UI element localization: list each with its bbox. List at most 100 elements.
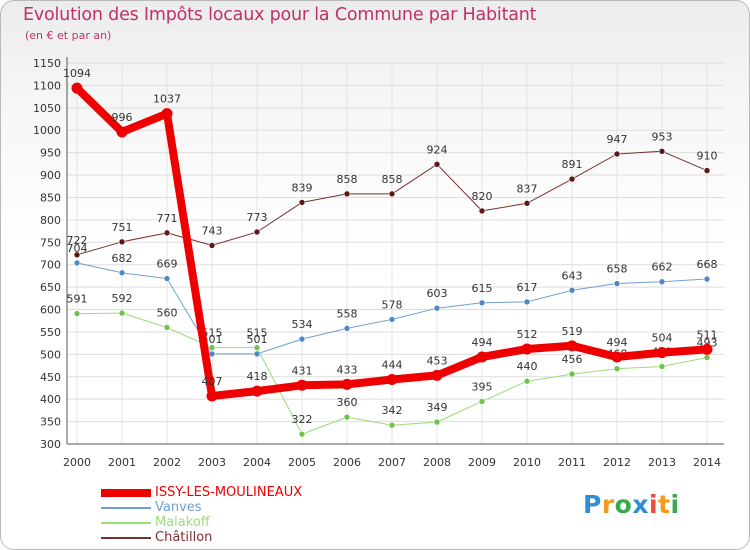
y-tick-label: 950 [40, 147, 61, 160]
logo-letter: t [658, 490, 671, 519]
data-point [478, 207, 486, 215]
data-point [73, 310, 81, 317]
data-label: 511 [697, 328, 718, 341]
data-point [343, 190, 351, 198]
data-label: 342 [382, 404, 403, 417]
x-tick-label: 2013 [648, 456, 676, 469]
data-point [388, 190, 396, 198]
data-label: 433 [337, 363, 358, 376]
data-label: 858 [382, 173, 403, 186]
data-point [73, 259, 81, 267]
legend-label-malakoff: Malakoff [155, 515, 210, 530]
data-point [163, 324, 171, 331]
legend-swatch-vanves [101, 507, 151, 509]
data-point [253, 228, 261, 236]
data-point [703, 167, 711, 174]
data-point [386, 373, 398, 385]
y-tick-label: 1050 [33, 102, 61, 115]
chart-subtitle: (en € et par an) [25, 29, 112, 42]
data-point [251, 385, 263, 397]
data-label: 322 [292, 413, 313, 426]
data-point [433, 418, 441, 426]
data-label: 558 [337, 307, 358, 320]
data-point [613, 280, 621, 287]
data-label: 751 [112, 221, 133, 234]
data-label: 440 [517, 360, 538, 373]
data-point [476, 351, 488, 363]
logo-letter: P [583, 490, 602, 519]
data-label: 658 [607, 263, 628, 276]
legend-swatch-chatillon [101, 537, 151, 539]
data-point [568, 286, 576, 294]
data-label: 773 [247, 211, 268, 224]
data-label: 668 [697, 258, 718, 271]
data-point [206, 390, 218, 402]
x-tick-label: 2005 [288, 456, 316, 469]
y-tick-label: 550 [40, 326, 61, 339]
data-point [523, 377, 531, 385]
data-label: 418 [247, 370, 268, 383]
y-tick-label: 1100 [33, 79, 61, 92]
data-point [658, 363, 666, 370]
legend-label-issy: ISSY-LES-MOULINEAUX [155, 485, 303, 500]
x-tick-label: 2010 [513, 456, 541, 469]
data-label: 1094 [63, 67, 91, 80]
data-point [163, 229, 171, 237]
data-label: 501 [247, 333, 268, 346]
legend-label-vanves: Vanves [155, 500, 202, 515]
data-label: 519 [562, 325, 583, 338]
y-tick-label: 300 [40, 438, 61, 451]
y-tick-label: 450 [40, 371, 61, 384]
data-point [613, 150, 621, 158]
data-label: 578 [382, 298, 403, 311]
data-label: 617 [517, 281, 538, 294]
x-tick-label: 2006 [333, 456, 361, 469]
x-tick-label: 2014 [693, 456, 721, 469]
data-label: 603 [427, 287, 448, 300]
data-label: 924 [427, 143, 448, 156]
data-point [298, 335, 306, 343]
logo-letter: r [601, 490, 615, 519]
data-label: 349 [427, 401, 448, 414]
data-label: 947 [607, 133, 628, 146]
data-point [656, 347, 668, 359]
data-label: 771 [157, 212, 178, 225]
logo-letter: i [670, 490, 680, 519]
data-point [568, 370, 576, 378]
data-point [343, 325, 351, 332]
x-tick-label: 2009 [468, 456, 496, 469]
data-label: 504 [652, 332, 673, 345]
data-point [343, 413, 351, 421]
data-point [431, 369, 443, 381]
data-point [388, 421, 396, 429]
data-label: 407 [202, 375, 223, 388]
data-label: 615 [472, 282, 493, 295]
data-point [433, 304, 441, 312]
data-point [208, 350, 216, 358]
y-tick-label: 500 [40, 348, 61, 361]
data-point [163, 275, 171, 282]
proxiti-logo: Proxiti [583, 490, 680, 519]
data-point [298, 199, 306, 206]
y-tick-label: 1150 [33, 57, 61, 70]
data-point [116, 126, 128, 138]
data-label: 431 [292, 364, 313, 377]
data-label: 512 [517, 328, 538, 341]
data-point [253, 344, 261, 351]
data-point [658, 148, 666, 155]
y-tick-label: 1000 [33, 124, 61, 137]
y-tick-label: 400 [40, 393, 61, 406]
data-label: 743 [202, 224, 223, 237]
data-label: 1037 [153, 93, 181, 106]
data-label: 453 [427, 354, 448, 367]
x-tick-label: 2011 [558, 456, 586, 469]
data-point [566, 340, 578, 352]
legend-swatch-malakoff [101, 522, 151, 524]
data-point [701, 343, 713, 355]
data-point [341, 378, 353, 390]
data-point [523, 298, 531, 306]
data-point [433, 161, 441, 168]
data-point [118, 269, 126, 277]
data-label: 891 [562, 158, 583, 171]
data-point [73, 251, 81, 259]
